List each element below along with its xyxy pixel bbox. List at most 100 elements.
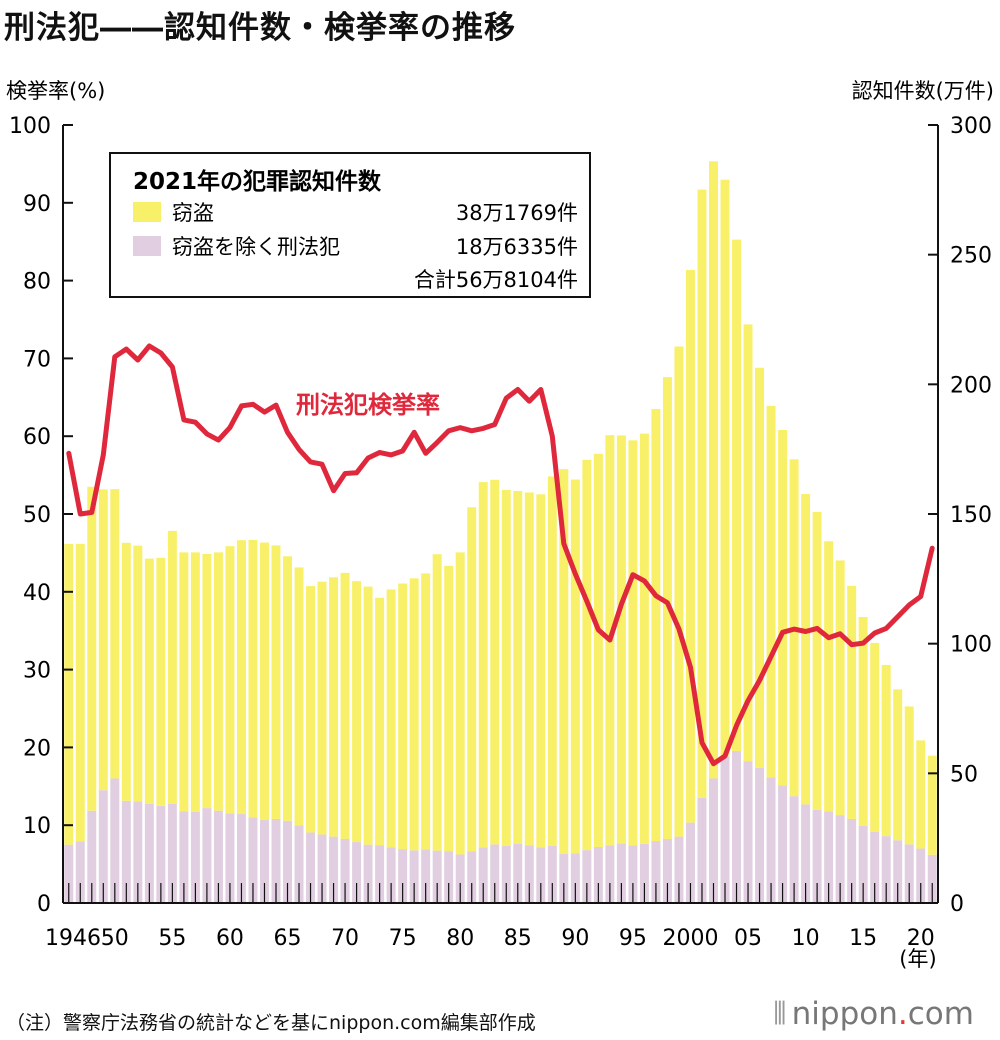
x-tick-label: 20 — [907, 926, 935, 951]
y-right-tick-label: 0 — [950, 892, 964, 917]
bar-other-2005 — [743, 761, 753, 903]
bar-theft-1985 — [513, 490, 523, 844]
bar-other-1969 — [329, 836, 339, 903]
bar-other-1994 — [616, 843, 626, 903]
bar-other-2003 — [720, 756, 730, 903]
legend-box — [109, 152, 591, 298]
bar-other-1966 — [294, 825, 304, 903]
bar-other-1988 — [547, 845, 557, 903]
bar-other-2016 — [870, 831, 880, 903]
bar-other-1957 — [190, 811, 200, 903]
bar-theft-2006 — [755, 367, 765, 768]
bar-other-2021 — [927, 854, 937, 903]
bar-other-1982 — [478, 847, 488, 903]
bar-theft-2015 — [858, 616, 868, 826]
bar-other-1997 — [651, 841, 661, 903]
bar-theft-1969 — [329, 577, 339, 837]
bar-theft-1984 — [501, 489, 511, 846]
bar-other-1973 — [375, 845, 385, 903]
y-right-axis-label: 認知件数(万件) — [852, 79, 994, 103]
bar-other-1996 — [639, 843, 649, 903]
bar-theft-2013 — [835, 560, 845, 816]
bar-theft-1960 — [225, 546, 235, 814]
y-left-tick-label: 60 — [23, 425, 51, 450]
y-right-tick-label: 200 — [950, 373, 992, 398]
rate-line-label: 刑法犯検挙率 — [296, 391, 440, 419]
bar-other-1974 — [386, 847, 396, 903]
legend-title: 2021年の犯罪認知件数 — [133, 168, 382, 195]
bar-other-1965 — [283, 820, 292, 903]
bar-theft-1987 — [536, 494, 546, 848]
bar-theft-1970 — [340, 572, 350, 839]
bar-theft-2017 — [881, 664, 891, 837]
brand-bars-icon: ⦀ — [773, 996, 787, 1032]
bar-theft-1997 — [651, 408, 661, 842]
bar-theft-1951 — [121, 542, 131, 801]
bar-theft-1995 — [628, 440, 638, 846]
bar-theft-1956 — [179, 552, 189, 812]
bar-other-1995 — [628, 845, 638, 903]
x-tick-label: 75 — [389, 926, 417, 951]
bar-other-1951 — [121, 800, 131, 903]
bar-theft-2008 — [778, 429, 788, 786]
x-tick-label: 65 — [274, 926, 302, 951]
brand-prefix: nippon — [791, 996, 898, 1032]
bar-theft-1950 — [110, 489, 120, 779]
rate-line — [66, 343, 935, 767]
bar-theft-1947 — [75, 543, 85, 842]
bar-theft-2004 — [732, 239, 742, 752]
bar-theft-1978 — [432, 554, 442, 851]
y-left-tick-label: 90 — [23, 192, 51, 217]
bar-theft-1977 — [421, 573, 431, 850]
y-left-axis-label: 検挙率(%) — [6, 79, 105, 103]
bar-other-2002 — [709, 778, 718, 903]
bars-layer — [64, 161, 937, 903]
bar-other-2018 — [893, 840, 903, 903]
bar-other-1954 — [156, 805, 166, 903]
bar-other-1984 — [501, 845, 511, 903]
y-left-tick-label: 20 — [23, 736, 51, 761]
x-tick-label: 10 — [792, 926, 820, 951]
x-tick-label: 70 — [331, 926, 359, 951]
y-right-tick-label: 150 — [950, 503, 992, 528]
x-tick-label: 90 — [561, 926, 589, 951]
bar-other-2007 — [766, 777, 776, 903]
bar-other-1981 — [467, 851, 477, 903]
bar-other-1962 — [248, 817, 258, 903]
bar-theft-1952 — [133, 545, 143, 802]
bar-other-1953 — [144, 803, 154, 903]
bar-theft-1973 — [375, 597, 385, 846]
bar-theft-1990 — [570, 479, 580, 854]
x-axis-unit-label: (年) — [899, 947, 936, 971]
bar-other-1999 — [674, 836, 684, 903]
bar-theft-2000 — [685, 269, 695, 823]
bar-theft-2002 — [709, 161, 718, 779]
bar-other-1961 — [236, 814, 246, 903]
bar-other-2010 — [801, 804, 811, 903]
bar-other-1976 — [409, 850, 419, 903]
bar-other-2013 — [835, 815, 845, 903]
x-tick-label: 1946 — [45, 926, 101, 951]
bar-other-1946 — [64, 844, 74, 903]
bar-other-1990 — [570, 853, 580, 903]
bar-theft-1988 — [547, 476, 557, 846]
bar-theft-2010 — [801, 494, 811, 805]
ticks-layer: 0102030405060708090100050100150200250300… — [9, 114, 992, 951]
bar-other-1980 — [455, 854, 465, 903]
y-left-tick-label: 30 — [23, 659, 51, 684]
bar-theft-2011 — [812, 511, 822, 810]
legend-swatch-other — [133, 236, 161, 256]
rate-line-layer — [66, 343, 935, 767]
bar-other-1983 — [490, 844, 500, 903]
legend-swatch-theft — [133, 202, 161, 222]
bar-theft-1959 — [213, 552, 223, 811]
bar-theft-1991 — [582, 459, 592, 851]
y-left-tick-label: 10 — [23, 814, 51, 839]
bar-other-1987 — [536, 847, 546, 903]
bar-other-1955 — [167, 803, 177, 903]
bar-other-2017 — [881, 836, 891, 903]
bar-other-1992 — [593, 846, 603, 903]
bar-other-2001 — [697, 797, 707, 903]
bar-theft-1972 — [363, 586, 373, 845]
legend-total: 合計56万8104件 — [414, 268, 578, 292]
